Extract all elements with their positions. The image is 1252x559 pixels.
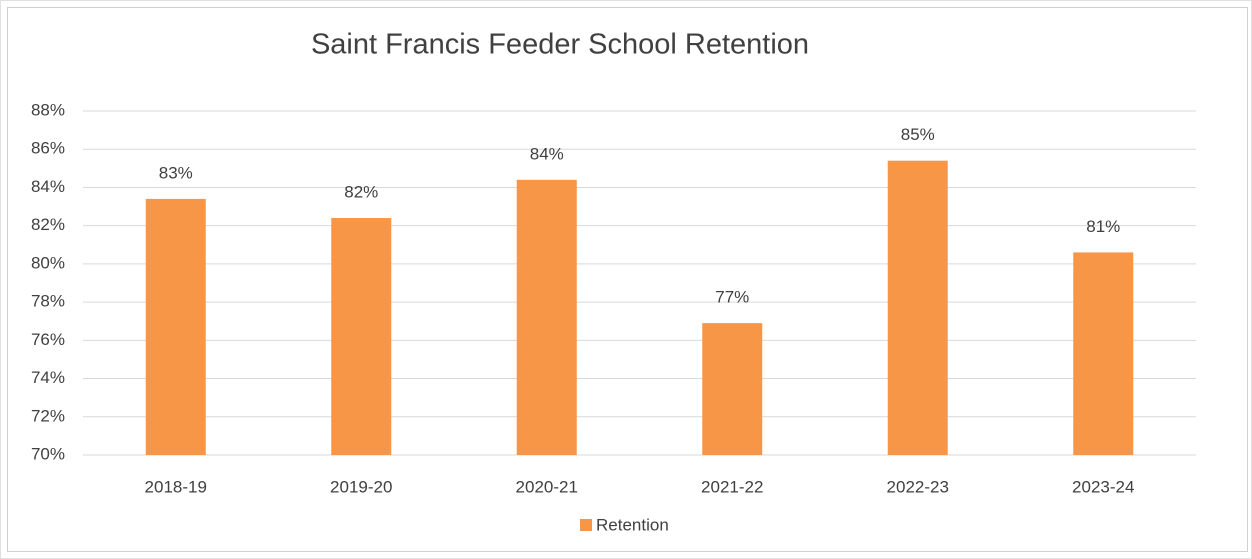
bar xyxy=(887,160,948,455)
x-tick-label: 2021-22 xyxy=(701,477,763,496)
bar xyxy=(331,218,392,455)
data-label: 84% xyxy=(530,144,564,163)
y-tick-label: 80% xyxy=(31,253,65,272)
bar xyxy=(702,323,763,455)
y-tick-label: 70% xyxy=(31,444,65,463)
data-label: 83% xyxy=(159,163,193,182)
y-tick-label: 76% xyxy=(31,330,65,349)
bar xyxy=(1073,252,1134,455)
x-tick-label: 2023-24 xyxy=(1072,477,1134,496)
data-label: 77% xyxy=(715,288,749,307)
y-tick-label: 86% xyxy=(31,139,65,158)
data-label: 82% xyxy=(344,183,378,202)
y-tick-label: 74% xyxy=(31,368,65,387)
chart-frame xyxy=(7,7,1248,552)
y-tick-label: 88% xyxy=(31,100,65,119)
data-label: 85% xyxy=(901,125,935,144)
chart-title: Saint Francis Feeder School Retention xyxy=(311,29,809,61)
bar xyxy=(145,198,206,455)
y-tick-label: 72% xyxy=(31,406,65,425)
x-tick-label: 2022-23 xyxy=(887,477,949,496)
x-tick-label: 2018-19 xyxy=(145,477,207,496)
x-tick-label: 2019-20 xyxy=(330,477,392,496)
x-tick-label: 2020-21 xyxy=(516,477,578,496)
y-tick-label: 78% xyxy=(31,292,65,311)
legend-label: Retention xyxy=(596,515,669,534)
y-tick-label: 84% xyxy=(31,177,65,196)
data-label: 81% xyxy=(1086,217,1120,236)
y-tick-label: 82% xyxy=(31,215,65,234)
bar xyxy=(516,179,577,456)
legend-swatch xyxy=(580,519,592,531)
